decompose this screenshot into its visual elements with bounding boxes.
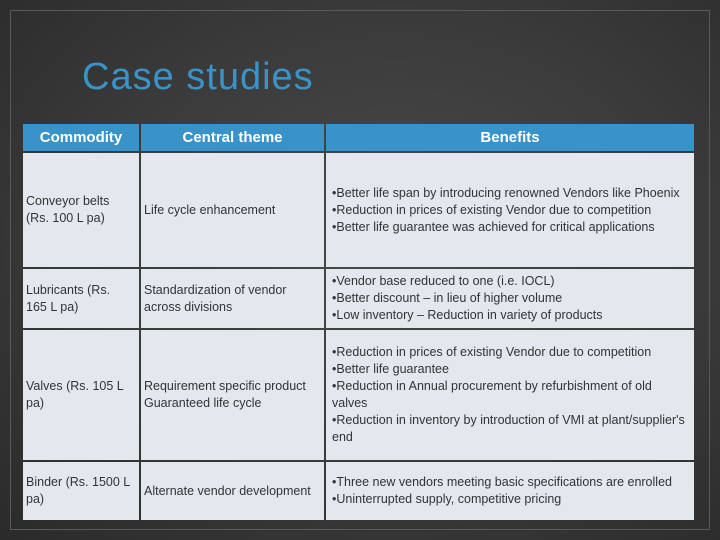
benefit-item: •Reduction in Annual procurement by refu… [332, 379, 652, 410]
table-header-row: Commodity Central theme Benefits [23, 124, 694, 151]
benefit-item: •Three new vendors meeting basic specifi… [332, 475, 672, 489]
benefit-item: •Reduction in inventory by introduction … [332, 413, 685, 444]
slide-frame [10, 10, 710, 530]
benefits-cell: •Better life span by introducing renowne… [326, 153, 694, 267]
theme-cell: Life cycle enhancement [141, 153, 324, 267]
commodity-cell: Binder (Rs. 1500 L pa) [23, 462, 139, 520]
table-row: Binder (Rs. 1500 L pa) Alternate vendor … [23, 462, 694, 520]
benefit-item: •Low inventory – Reduction in variety of… [332, 308, 603, 322]
theme-line: Requirement specific product [144, 379, 306, 393]
table-row: Conveyor belts (Rs. 100 L pa) Life cycle… [23, 153, 694, 267]
benefit-item: •Better discount – in lieu of higher vol… [332, 291, 563, 305]
commodity-cell: Conveyor belts (Rs. 100 L pa) [23, 153, 139, 267]
commodity-cell: Valves (Rs. 105 L pa) [23, 330, 139, 460]
theme-line: Life cycle enhancement [144, 202, 276, 217]
table-row: Lubricants (Rs. 165 L pa) Standardizatio… [23, 269, 694, 328]
theme-cell: Alternate vendor development [141, 462, 324, 520]
header-benefits: Benefits [326, 124, 694, 151]
theme-line: Alternate vendor development [144, 483, 311, 498]
commodity-cell: Lubricants (Rs. 165 L pa) [23, 269, 139, 328]
slide-title: Case studies [82, 56, 314, 98]
benefit-item: •Reduction in prices of existing Vendor … [332, 202, 652, 217]
theme-line: Guaranteed life cycle [144, 396, 262, 410]
theme-cell: Requirement specific product Guaranteed … [141, 330, 324, 460]
benefit-item: •Reduction in prices of existing Vendor … [332, 345, 652, 359]
benefit-item: •Better life guarantee was achieved for … [332, 219, 655, 234]
benefit-item: •Uninterrupted supply, competitive prici… [332, 492, 562, 506]
benefits-cell: •Reduction in prices of existing Vendor … [326, 330, 694, 460]
benefit-item: •Better life guarantee [332, 362, 449, 376]
header-commodity: Commodity [23, 124, 139, 151]
benefit-item: •Better life span by introducing renowne… [332, 185, 680, 200]
theme-cell: Standardization of vendor across divisio… [141, 269, 324, 328]
benefit-item: •Vendor base reduced to one (i.e. IOCL) [332, 274, 555, 288]
theme-line: Standardization of vendor across divisio… [144, 282, 287, 314]
benefits-cell: •Three new vendors meeting basic specifi… [326, 462, 694, 520]
header-central-theme: Central theme [141, 124, 324, 151]
case-studies-table: Commodity Central theme Benefits Conveyo… [21, 122, 696, 522]
table-row: Valves (Rs. 105 L pa) Requirement specif… [23, 330, 694, 460]
benefits-cell: •Vendor base reduced to one (i.e. IOCL) … [326, 269, 694, 328]
